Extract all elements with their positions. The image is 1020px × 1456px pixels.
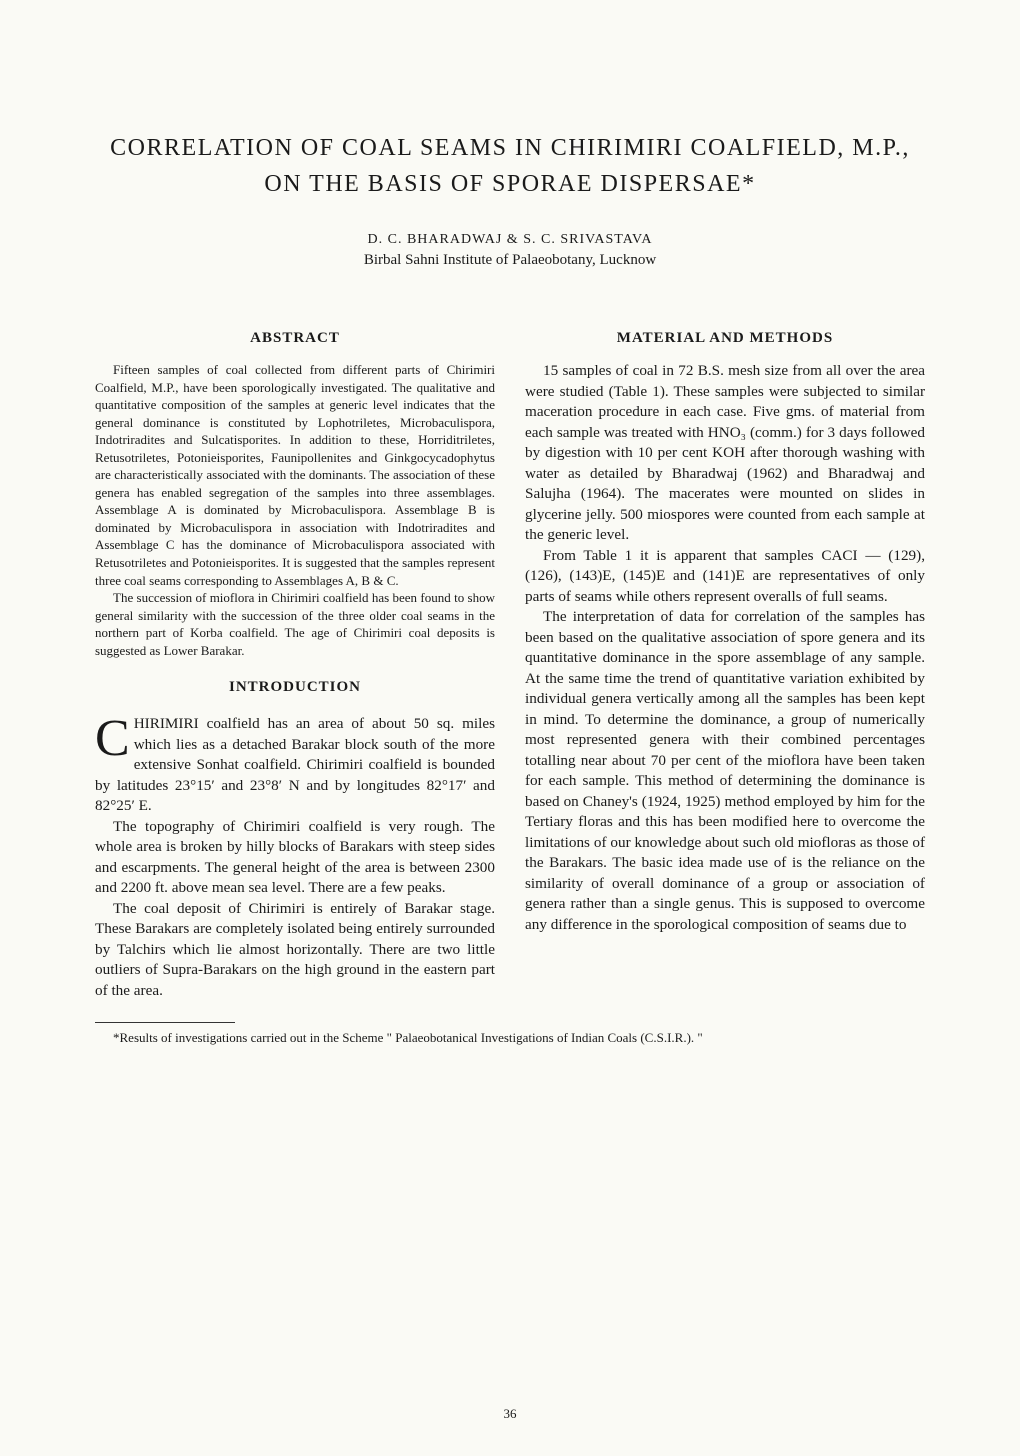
affiliation: Birbal Sahni Institute of Palaeobotany, … bbox=[95, 252, 925, 269]
footnote-rule bbox=[95, 1022, 235, 1023]
abstract-para-2: The succession of mioflora in Chirimiri … bbox=[95, 589, 495, 659]
methods-heading: MATERIAL AND METHODS bbox=[525, 330, 925, 347]
abstract-heading: ABSTRACT bbox=[95, 330, 495, 347]
page-number: 36 bbox=[0, 1406, 1020, 1422]
left-column: ABSTRACT Fifteen samples of coal collect… bbox=[95, 324, 495, 1002]
intro-para-3: The coal deposit of Chirimiri is entirel… bbox=[95, 899, 495, 1002]
methods-para-3: The interpretation of data for correlati… bbox=[525, 607, 925, 935]
page-title: CORRELATION OF COAL SEAMS IN CHIRIMIRI C… bbox=[95, 130, 925, 202]
methods-para-1: 15 samples of coal in 72 B.S. mesh size … bbox=[525, 361, 925, 546]
footnote: *Results of investigations carried out i… bbox=[95, 1029, 925, 1047]
abstract-para-1: Fifteen samples of coal collected from d… bbox=[95, 361, 495, 589]
introduction-text: CHIRIMIRI coalfield has an area of about… bbox=[95, 714, 495, 1001]
intro-para-1-text: HIRIMIRI coalfield has an area of about … bbox=[95, 715, 495, 814]
right-column: MATERIAL AND METHODS 15 samples of coal … bbox=[525, 324, 925, 1002]
abstract-text: Fifteen samples of coal collected from d… bbox=[95, 361, 495, 659]
two-column-layout: ABSTRACT Fifteen samples of coal collect… bbox=[95, 324, 925, 1002]
methods-text: 15 samples of coal in 72 B.S. mesh size … bbox=[525, 361, 925, 935]
authors: D. C. BHARADWAJ & S. C. SRIVASTAVA bbox=[95, 232, 925, 248]
intro-para-2: The topography of Chirimiri coalfield is… bbox=[95, 817, 495, 899]
intro-para-1: CHIRIMIRI coalfield has an area of about… bbox=[95, 714, 495, 817]
dropcap: C bbox=[95, 714, 134, 760]
introduction-heading: INTRODUCTION bbox=[95, 679, 495, 696]
methods-para-2: From Table 1 it is apparent that samples… bbox=[525, 546, 925, 608]
